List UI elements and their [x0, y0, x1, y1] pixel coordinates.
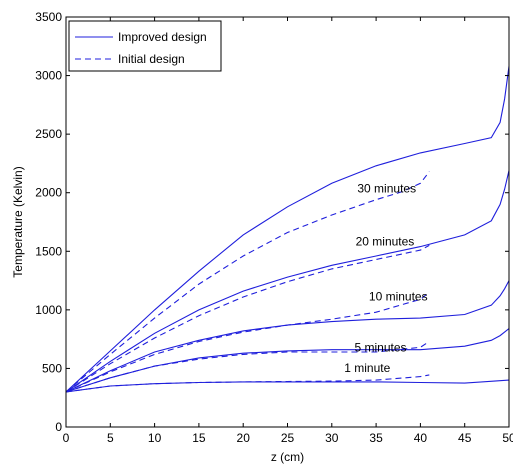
x-axis-label: z (cm) [271, 450, 304, 464]
legend-label: Initial design [118, 52, 185, 66]
x-tick-label: 5 [107, 431, 114, 445]
y-tick-label: 1000 [35, 303, 62, 317]
curve-annotation: 30 minutes [357, 182, 416, 196]
y-tick-label: 0 [55, 420, 62, 434]
legend-label: Improved design [118, 30, 207, 44]
x-tick-label: 30 [325, 431, 339, 445]
y-tick-label: 3000 [35, 69, 62, 83]
series-line-7-solid [65, 328, 510, 393]
curve-annotation: 5 minutes [355, 340, 407, 354]
y-tick-label: 2500 [35, 127, 62, 141]
annotation-layer: 30 minutes 20 minutes 10 minutes 5 minutes 1… [344, 182, 427, 375]
x-tick-label: 0 [63, 431, 70, 445]
curve-annotation: 1 minute [344, 361, 390, 375]
series-line-1-solid [65, 66, 510, 393]
x-tick-label: 40 [414, 431, 428, 445]
series-line-6-dashed [65, 291, 430, 393]
series-layer [65, 66, 510, 393]
series-line-10-dashed [65, 374, 430, 393]
series-line-2-dashed [65, 171, 430, 393]
y-tick-label: 3500 [35, 10, 62, 24]
plot-frame [65, 16, 510, 428]
x-tick-label: 15 [192, 431, 206, 445]
y-tick-label: 1500 [35, 244, 62, 258]
series-line-8-dashed [65, 341, 430, 393]
x-tick-label: 45 [458, 431, 472, 445]
series-line-3-solid [65, 170, 510, 393]
legend: Improved design Initial design [68, 20, 222, 72]
x-tick-label: 10 [148, 431, 162, 445]
x-tick-label: 35 [369, 431, 383, 445]
series-line-5-solid [65, 280, 510, 393]
y-axis-label: Temperature (Kelvin) [11, 166, 25, 277]
x-tick-label: 20 [237, 431, 251, 445]
legend-box [68, 20, 222, 72]
x-tick-label: 25 [281, 431, 295, 445]
y-tick-label: 500 [42, 361, 62, 375]
ticks-layer: 0 5 10 15 20 25 30 35 40 45 5005001000150020002500… [35, 10, 513, 445]
curve-annotation: 20 minutes [356, 234, 415, 248]
x-tick-label: 50 [502, 431, 513, 445]
curve-annotation: 10 minutes [369, 289, 428, 303]
series-line-4-dashed [65, 244, 430, 393]
y-tick-label: 2000 [35, 186, 62, 200]
